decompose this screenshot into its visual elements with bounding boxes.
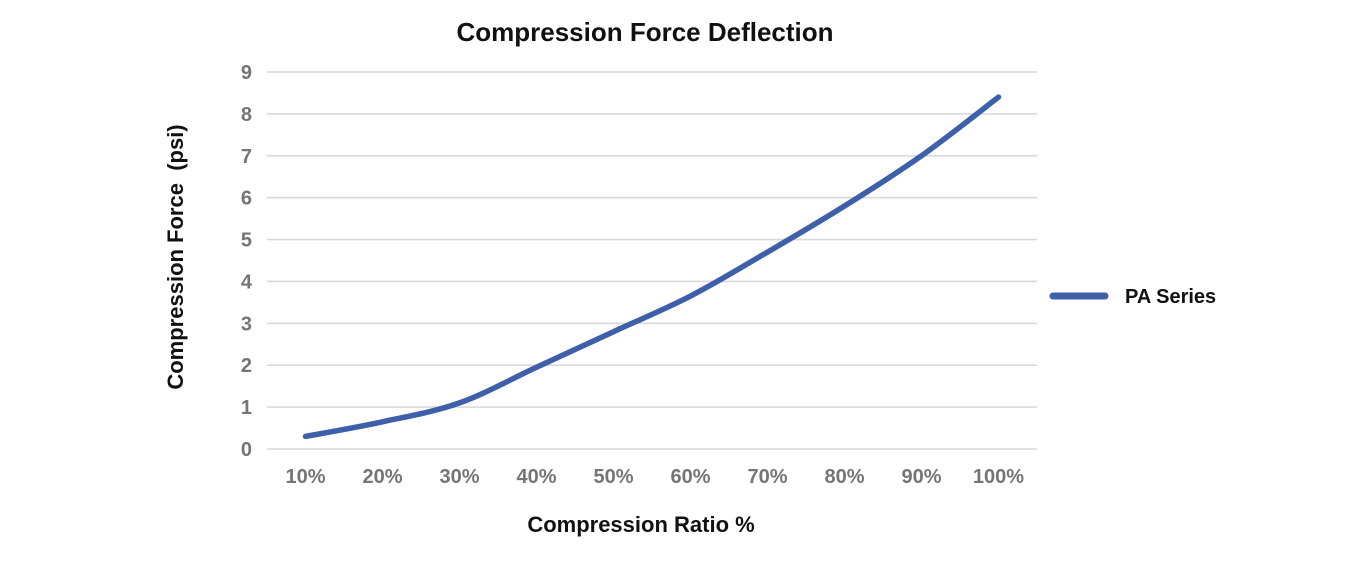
y-tick-label: 9 — [241, 62, 252, 84]
y-tick-label: 1 — [241, 397, 252, 419]
x-tick-label: 100% — [973, 466, 1024, 488]
y-axis-tick-labels: 0 1 2 3 4 5 6 7 8 9 — [241, 62, 253, 461]
legend-label: PA Series — [1125, 286, 1216, 308]
y-tick-label: 3 — [241, 313, 252, 335]
y-tick-label: 7 — [241, 146, 252, 168]
pa-series-line — [302, 94, 1002, 440]
y-tick-label: 5 — [241, 230, 252, 252]
x-tick-label: 60% — [670, 466, 710, 488]
y-tick-label: 6 — [241, 188, 252, 210]
legend: PA Series — [1049, 286, 1216, 308]
x-tick-label: 30% — [439, 466, 479, 488]
y-tick-label: 4 — [241, 271, 253, 293]
x-tick-label: 40% — [516, 466, 556, 488]
x-axis-title: Compression Ratio % — [527, 512, 754, 537]
y-axis-title: Compression Force (psi) — [163, 124, 188, 389]
x-axis-tick-labels: 10% 20% 30% 40% 50% 60% 70% 80% 90% 100% — [285, 466, 1024, 488]
y-tick-label: 2 — [241, 355, 252, 377]
x-tick-label: 70% — [747, 466, 787, 488]
chart-title: Compression Force Deflection — [456, 17, 833, 47]
gridlines — [267, 71, 1037, 450]
y-tick-label: 0 — [241, 439, 252, 461]
y-tick-label: 8 — [241, 104, 252, 126]
x-tick-label: 20% — [362, 466, 402, 488]
x-tick-label: 90% — [901, 466, 941, 488]
x-tick-label: 10% — [285, 466, 325, 488]
x-tick-label: 80% — [824, 466, 864, 488]
x-tick-label: 50% — [593, 466, 633, 488]
